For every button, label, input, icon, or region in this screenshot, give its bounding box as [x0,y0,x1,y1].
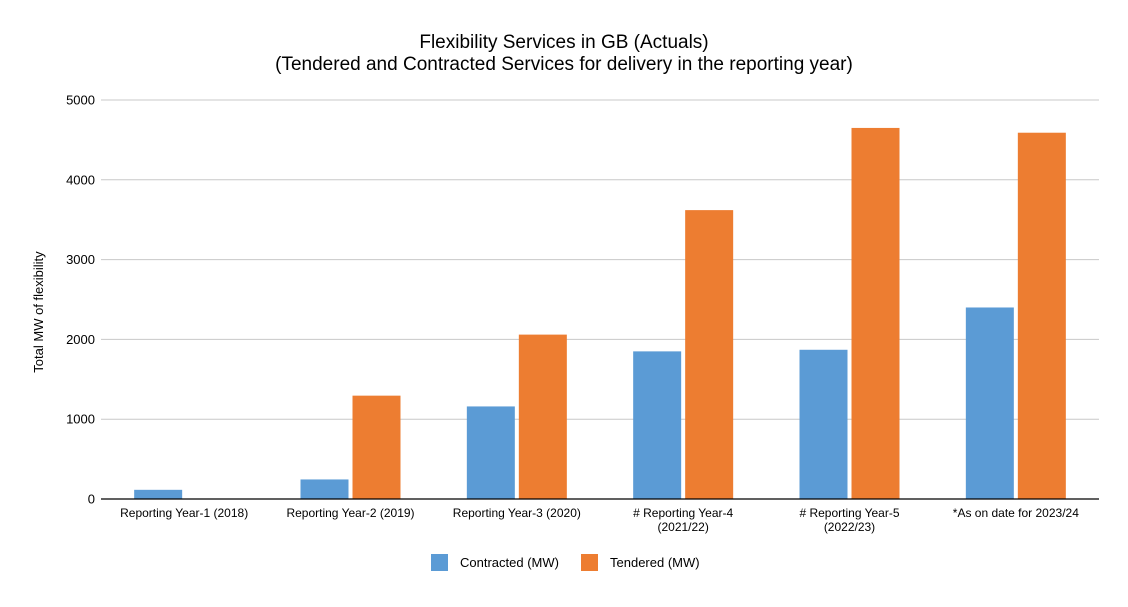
y-tick-label: 2000 [66,332,95,347]
bar-tendered-3 [518,334,567,499]
bar-tendered-4 [685,210,734,499]
y-tick-label: 4000 [66,172,95,187]
bar-contracted-4 [633,351,682,499]
legend-swatch-tendered [581,554,598,571]
x-tick-label: Reporting Year-3 (2020) [453,506,581,520]
y-tick-label: 1000 [66,412,95,427]
bar-tendered-2 [352,395,401,499]
x-tick-label: (2022/23) [824,520,875,534]
x-tick-labels: Reporting Year-1 (2018) Reporting Year-2 … [120,506,1079,534]
chart-subtitle: (Tendered and Contracted Services for de… [275,54,853,75]
x-tick-label: (2021/22) [657,520,708,534]
legend-swatch-contracted [431,554,448,571]
y-tick-labels: 0 1000 2000 3000 4000 5000 [66,93,95,507]
y-axis-label: Total MW of flexibility [31,251,46,373]
bar-contracted-1 [134,489,183,499]
x-tick-label: *As on date for 2023/24 [953,506,1079,520]
chart-title: Flexibility Services in GB (Actuals) [419,32,708,53]
x-tick-label: Reporting Year-1 (2018) [120,506,248,520]
legend: Contracted (MW) Tendered (MW) [431,554,700,571]
bars [134,127,1066,500]
x-tick-label: # Reporting Year-4 [633,506,733,520]
gridlines [101,99,1099,420]
x-tick-label: # Reporting Year-5 [799,506,899,520]
bar-contracted-6 [965,307,1014,499]
bar-tendered-6 [1017,132,1066,499]
bar-contracted-5 [799,349,848,499]
legend-label-tendered: Tendered (MW) [610,555,700,570]
y-tick-label: 3000 [66,252,95,267]
y-tick-label: 5000 [66,93,95,108]
bar-contracted-3 [466,406,515,499]
y-tick-label: 0 [88,492,95,507]
bar-contracted-2 [300,479,349,499]
legend-label-contracted: Contracted (MW) [460,555,559,570]
bar-tendered-5 [851,127,900,500]
x-tick-label: Reporting Year-2 (2019) [286,506,414,520]
